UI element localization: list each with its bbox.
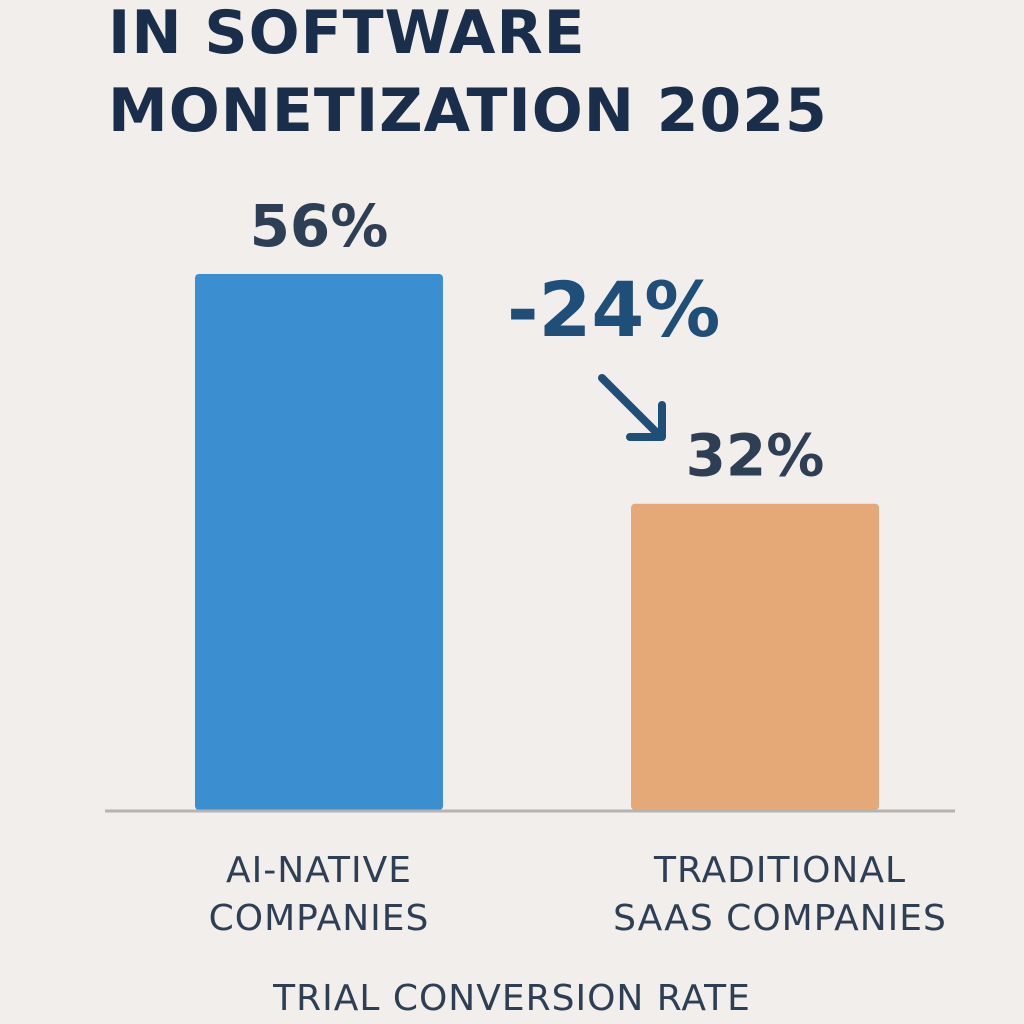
value-label-2: 32%	[686, 422, 825, 490]
difference-label: -24%	[507, 265, 720, 354]
arrow-down-right-icon	[598, 374, 666, 441]
value-label-1: 56%	[250, 192, 389, 260]
category-label-2-line-2: SAAS COMPANIES	[613, 898, 947, 939]
chart-title-line-2: MONETIZATION 2025	[108, 76, 828, 146]
bar-2	[631, 503, 879, 810]
category-label-1-line-2: COMPANIES	[209, 898, 430, 939]
x-axis-label: TRIAL CONVERSION RATE	[273, 978, 751, 1019]
category-label-1-line-1: AI-NATIVE	[226, 850, 412, 891]
chart-title-line-1: IN SOFTWARE	[108, 0, 586, 68]
category-label-2-line-1: TRADITIONAL	[653, 850, 906, 891]
bar-1	[195, 274, 443, 810]
chart-title: IN SOFTWARE MONETIZATION 2025	[108, 0, 828, 150]
